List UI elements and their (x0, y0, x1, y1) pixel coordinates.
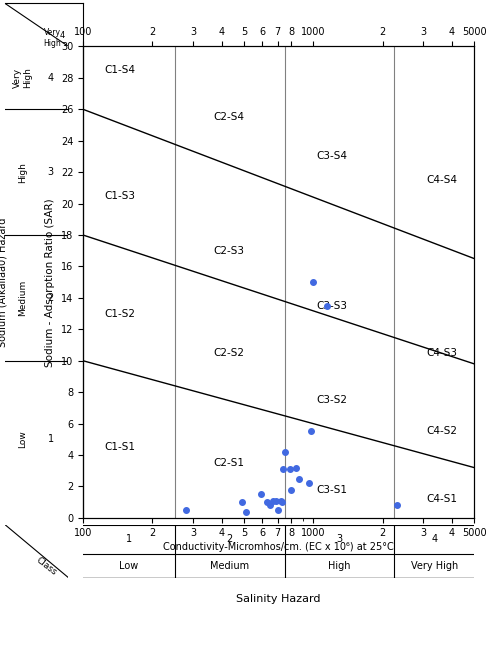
Point (266, 500, 274, 511)
Text: C4-S2: C4-S2 (425, 426, 456, 436)
Text: C2-S3: C2-S3 (213, 246, 244, 256)
Text: 3: 3 (47, 167, 54, 177)
Text: Low: Low (119, 561, 138, 571)
Point (242, 507, 249, 517)
Text: C2-S4: C2-S4 (213, 112, 244, 122)
Text: 4: 4 (430, 534, 437, 544)
Point (286, 484, 294, 495)
Text: 2: 2 (47, 293, 54, 303)
Text: C3-S2: C3-S2 (315, 395, 346, 405)
Point (182, 505, 190, 515)
Point (273, 505, 281, 515)
Text: C4-S4: C4-S4 (425, 175, 456, 185)
Point (280, 447, 288, 457)
Text: Sodium (Alkaliaa0) Hazard: Sodium (Alkaliaa0) Hazard (0, 218, 7, 347)
Text: Salinity Hazard: Salinity Hazard (236, 594, 320, 604)
Text: Medium: Medium (210, 561, 249, 571)
Point (305, 478, 313, 489)
Text: C4-S3: C4-S3 (425, 348, 456, 358)
Text: C2-S1: C2-S1 (213, 458, 244, 468)
X-axis label: Conductivity-Micromhos/cm. (EC x 10⁶) at 25°C: Conductivity-Micromhos/cm. (EC x 10⁶) at… (163, 542, 393, 552)
Point (295, 473, 303, 484)
Text: 3: 3 (336, 534, 342, 544)
Text: C4-S1: C4-S1 (425, 494, 456, 504)
Point (276, 495, 284, 506)
Point (307, 426, 315, 437)
Point (392, 500, 400, 511)
Point (291, 462, 299, 473)
Text: C2-S2: C2-S2 (213, 348, 244, 358)
Y-axis label: Sodium - Adsorption Ratio (SAR): Sodium - Adsorption Ratio (SAR) (45, 198, 55, 367)
Point (256, 489, 264, 499)
Text: 1: 1 (125, 534, 132, 544)
Text: C3-S3: C3-S3 (315, 301, 346, 311)
Point (238, 497, 245, 507)
Text: High: High (327, 561, 350, 571)
Point (272, 495, 280, 506)
Point (269, 495, 277, 506)
Point (278, 497, 285, 507)
Text: 4: 4 (47, 73, 54, 83)
Point (263, 497, 270, 507)
Text: Very High: Very High (410, 561, 457, 571)
Text: Very
High: Very High (13, 68, 32, 88)
Text: C1-S2: C1-S2 (104, 309, 136, 319)
Text: Medium: Medium (18, 280, 27, 316)
Text: Class: Class (34, 555, 58, 577)
Text: C1-S3: C1-S3 (104, 191, 136, 201)
Point (309, 277, 317, 288)
Point (279, 464, 286, 475)
Text: C1-S1: C1-S1 (104, 442, 136, 452)
Text: High: High (18, 162, 27, 183)
Text: 1: 1 (47, 434, 54, 444)
Text: 4: 4 (60, 31, 64, 40)
Text: 2: 2 (226, 534, 232, 544)
Text: C3-S1: C3-S1 (315, 485, 346, 495)
Text: Low: Low (18, 430, 27, 448)
Text: C3-S4: C3-S4 (315, 151, 346, 161)
Point (323, 300, 330, 311)
Text: Very
High: Very High (43, 28, 61, 48)
Point (285, 464, 293, 475)
Text: C1-S4: C1-S4 (104, 65, 136, 75)
